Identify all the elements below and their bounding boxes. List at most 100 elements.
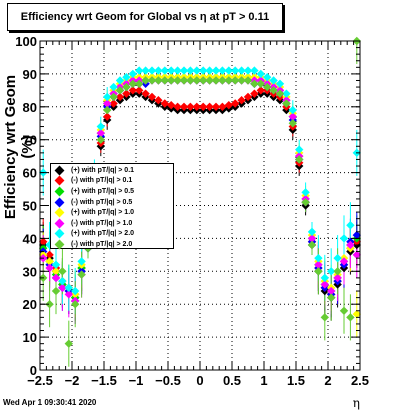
- legend-marker: [54, 218, 65, 229]
- data-point: [333, 253, 342, 263]
- data-point: [301, 188, 310, 197]
- data-point: [103, 112, 112, 121]
- data-points: [39, 36, 361, 348]
- legend-item: (-) with pT/|q| > 2.0: [54, 239, 173, 250]
- y-tick-label: 60: [23, 166, 37, 181]
- legend-item: (+) with pT/|q| > 2.0: [54, 228, 173, 240]
- data-point: [64, 283, 73, 292]
- data-point: [167, 100, 176, 110]
- data-point: [224, 100, 233, 110]
- data-point: [224, 76, 233, 85]
- legend-marker: [54, 207, 65, 218]
- x-tick-label: 0: [196, 373, 203, 388]
- data-point: [154, 76, 163, 85]
- data-point: [282, 89, 291, 98]
- data-point: [339, 257, 349, 266]
- legend-marker: [54, 197, 65, 208]
- data-point: [243, 76, 253, 85]
- data-point: [192, 76, 201, 85]
- data-point: [205, 102, 214, 111]
- data-point: [115, 76, 125, 85]
- data-point: [147, 76, 157, 85]
- x-tick-label: 1: [260, 373, 267, 388]
- data-point: [211, 66, 221, 75]
- data-point: [51, 267, 61, 276]
- legend-label: (-) with pT/|q| > 2.0: [71, 240, 133, 248]
- data-point: [167, 66, 176, 75]
- y-tick-label: 40: [23, 231, 37, 246]
- data-point: [77, 257, 86, 266]
- y-tick-label: 0: [30, 363, 37, 378]
- y-tick-label: 10: [23, 330, 37, 345]
- data-point: [173, 66, 182, 75]
- data-point: [147, 66, 157, 75]
- data-point: [256, 69, 265, 79]
- data-point: [282, 99, 291, 108]
- legend-item: (-) with pT/|q| > 1.0: [54, 218, 173, 229]
- data-point: [135, 66, 144, 75]
- data-point: [115, 92, 125, 102]
- y-tick-label: 20: [23, 297, 37, 312]
- data-point: [64, 290, 73, 299]
- data-point: [45, 263, 54, 273]
- x-tick-label: 1.5: [287, 373, 305, 388]
- data-point: [71, 286, 80, 296]
- data-point: [301, 198, 310, 207]
- legend-label: (-) with pT/|q| > 0.5: [71, 198, 133, 206]
- data-point: [179, 66, 189, 75]
- legend-label: (+) with pT/|q| > 0.1: [71, 166, 135, 174]
- data-point: [339, 234, 349, 243]
- data-point: [231, 76, 240, 85]
- data-point: [346, 313, 355, 322]
- data-point: [263, 82, 272, 92]
- data-point: [160, 76, 169, 85]
- data-point: [320, 280, 329, 289]
- legend-marker: [54, 239, 65, 250]
- y-tick-label: 100: [15, 34, 37, 49]
- data-point: [186, 102, 195, 111]
- data-point: [327, 286, 336, 296]
- data-point: [96, 135, 105, 144]
- data-point: [160, 66, 169, 75]
- y-tick-label: 80: [23, 100, 37, 115]
- chart-title: Efficiency wrt Geom for Global vs η at p…: [7, 3, 283, 31]
- y-tick-label: 70: [23, 133, 37, 148]
- data-point: [275, 89, 285, 98]
- data-point: [45, 257, 54, 266]
- legend-label: (-) with pT/|q| > 0.1: [71, 177, 133, 185]
- data-point: [141, 66, 150, 75]
- legend-marker: [54, 228, 65, 239]
- axis-ticks: [39, 40, 361, 371]
- legend-item: (-) with pT/|q| > 0.1: [54, 175, 173, 187]
- data-point: [115, 86, 125, 95]
- data-point: [327, 293, 336, 302]
- data-point: [154, 66, 163, 75]
- x-tick-label: 0.5: [223, 373, 241, 388]
- data-point: [96, 128, 105, 138]
- y-axis-label: Efficiency wrt Geom (%): [2, 74, 36, 220]
- data-point: [71, 300, 80, 309]
- data-point: [307, 234, 317, 243]
- legend-marker: [54, 175, 65, 186]
- data-point: [58, 283, 67, 292]
- data-point: [205, 66, 214, 75]
- data-point: [64, 339, 73, 348]
- legend-label: (+) with pT/|q| > 2.0: [71, 230, 135, 238]
- tick-labels: −2.5 −2 −1.5 −1 −0.5 0 0.5 1 1.5 2 2.5 0 10 20 30 40 50 6…: [15, 34, 369, 388]
- data-point: [128, 79, 137, 88]
- data-point: [237, 76, 246, 85]
- data-point: [256, 79, 265, 88]
- x-tick-label: −0.5: [155, 373, 181, 388]
- x-tick-label: −2.5: [27, 373, 53, 388]
- legend-item: (+) with pT/|q| > 1.0: [54, 207, 173, 218]
- legend-item: (+) with pT/|q| > 0.1: [54, 165, 173, 176]
- data-point: [45, 250, 54, 260]
- data-point: [211, 102, 221, 111]
- data-point: [288, 105, 297, 115]
- y-tick-label: 50: [23, 199, 37, 214]
- data-point: [314, 253, 323, 263]
- data-point: [45, 300, 54, 309]
- data-point: [122, 89, 131, 98]
- legend-marker: [54, 165, 65, 176]
